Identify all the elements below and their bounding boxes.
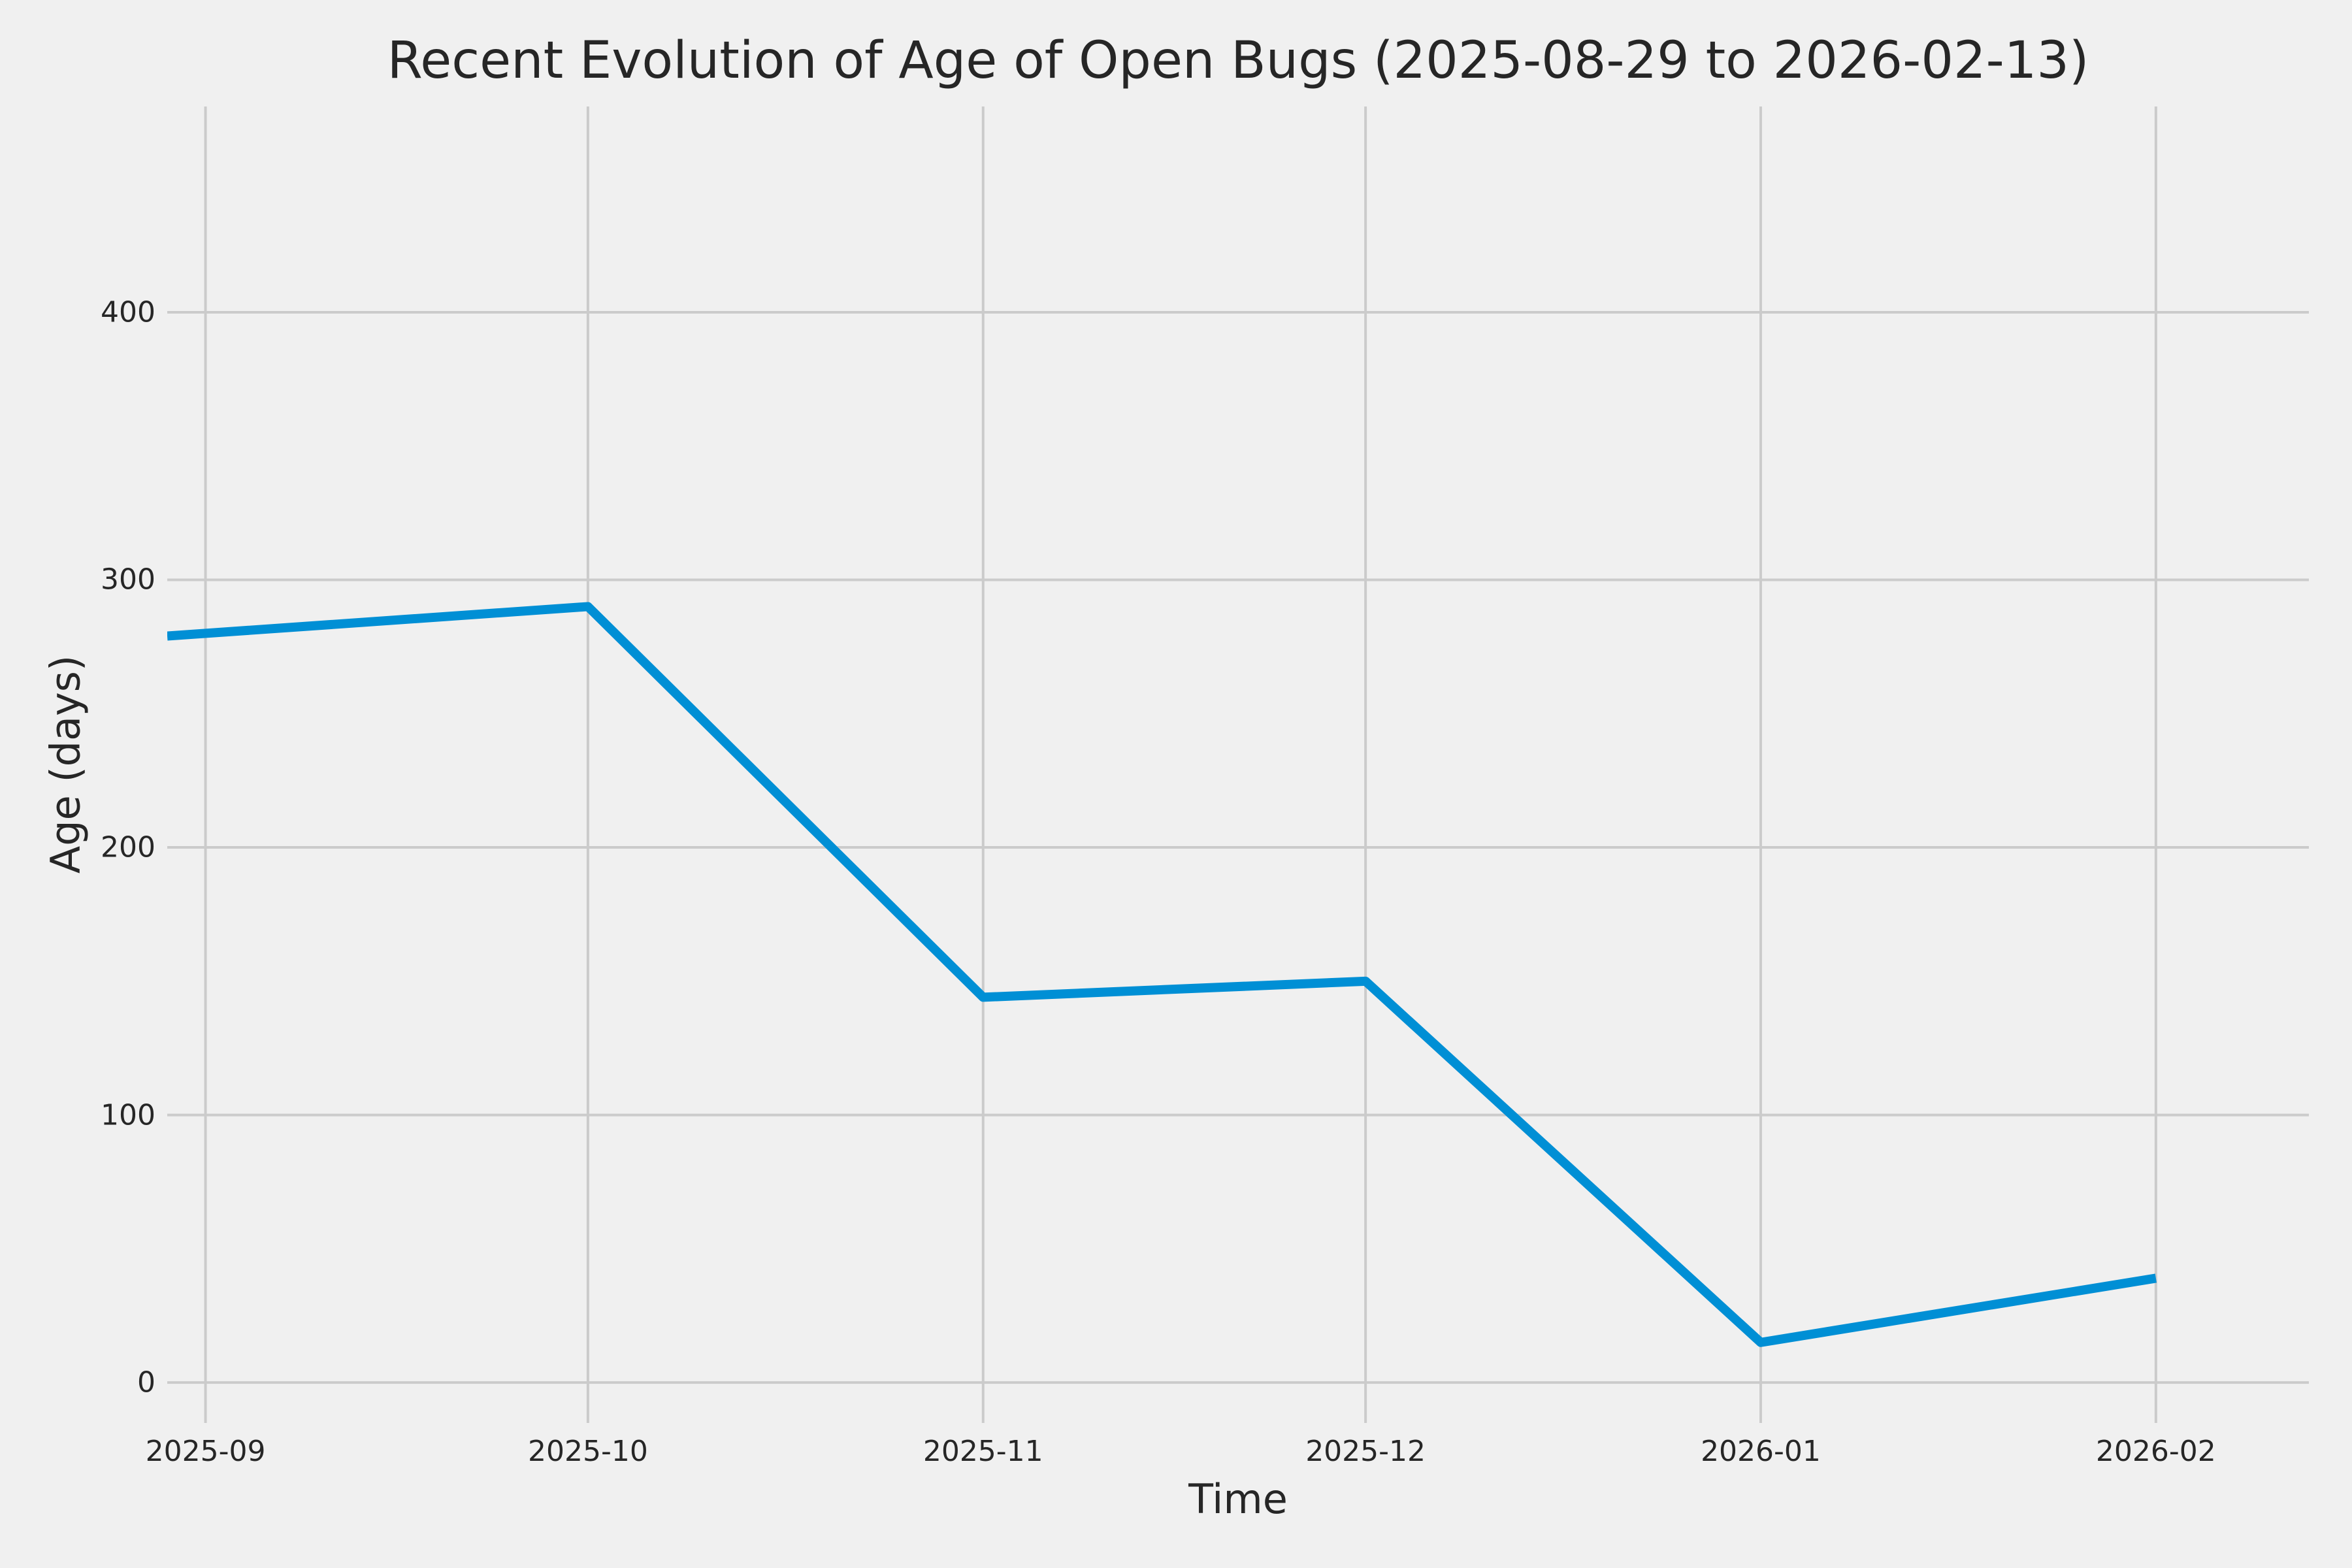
x-tick-label: 2026-01 — [1701, 1435, 1821, 1468]
x-tick-label: 2025-10 — [527, 1435, 648, 1468]
chart-title: Recent Evolution of Age of Open Bugs (20… — [387, 31, 2089, 90]
x-tick-label: 2025-12 — [1305, 1435, 1426, 1468]
data-line — [167, 602, 2157, 1347]
plot-area — [167, 106, 2309, 1423]
x-axis-label: Time — [1188, 1475, 1288, 1523]
y-tick-label: 400 — [101, 295, 155, 329]
x-tick-label: 2025-11 — [923, 1435, 1043, 1468]
x-tick-label: 2026-02 — [2095, 1435, 2216, 1468]
y-tick-label: 0 — [137, 1365, 155, 1399]
y-tick-label: 200 — [101, 830, 155, 864]
x-tick-label: 2025-09 — [145, 1435, 266, 1468]
y-axis-label: Age (days) — [41, 655, 90, 874]
y-tick-label: 300 — [101, 563, 155, 596]
y-tick-label: 100 — [101, 1098, 155, 1132]
